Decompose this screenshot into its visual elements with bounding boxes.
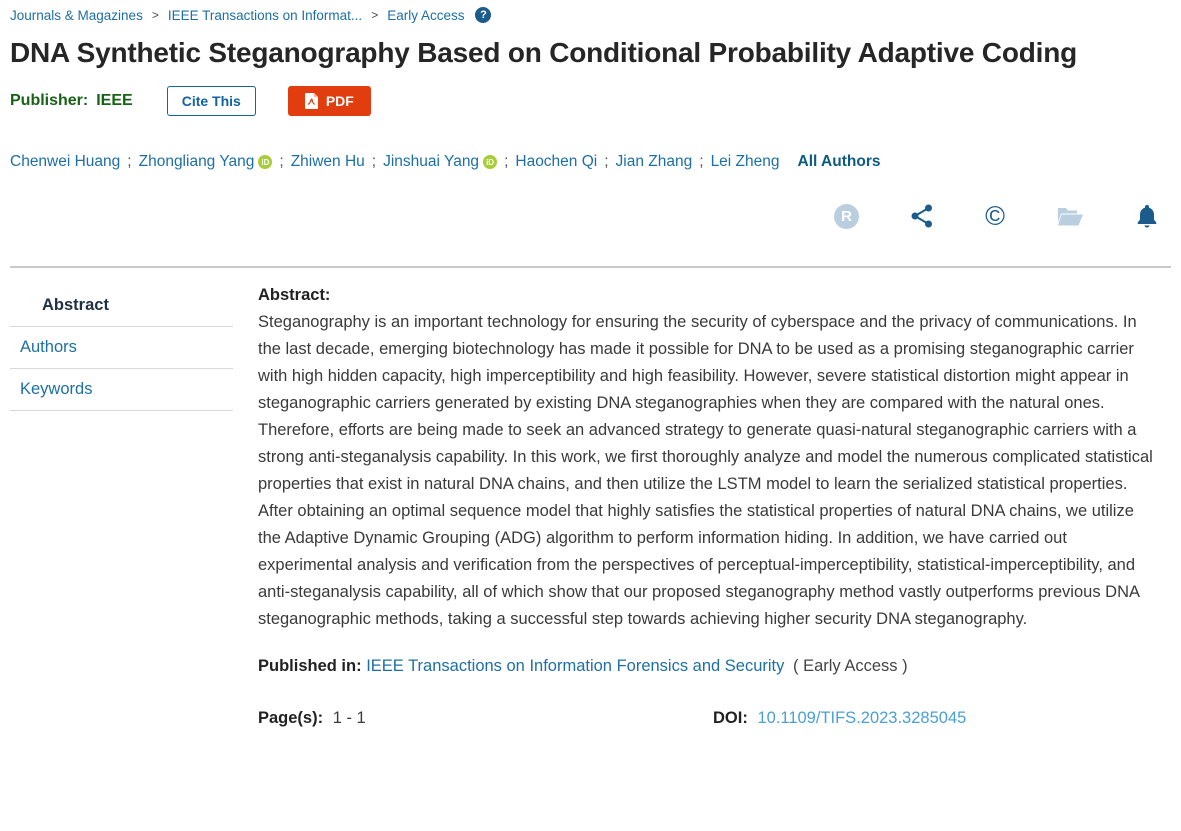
publisher-row: Publisher: IEEE Cite This PDF [10,83,1171,119]
breadcrumb-journal[interactable]: IEEE Transactions on Informat... [167,7,363,23]
content-area: Abstract Authors Keywords Abstract: Steg… [10,268,1171,728]
orcid-icon[interactable]: iD [258,155,273,170]
rights-letter: R [834,203,860,229]
alerts-bell-icon[interactable] [1136,204,1158,229]
orcid-icon[interactable]: iD [483,155,498,170]
author-separator: ; [371,153,377,171]
all-authors-link[interactable]: All Authors [797,153,881,171]
breadcrumb-early-access[interactable]: Early Access [387,7,465,23]
author-link[interactable]: Jian Zhang [615,153,693,171]
article-meta-row: Page(s): 1 - 1 DOI: 10.1109/TIFS.2023.32… [258,709,1161,728]
author-separator: ; [604,153,609,171]
sidebar-item-keywords[interactable]: Keywords [10,369,233,412]
page-title: DNA Synthetic Steganography Based on Con… [10,37,1078,68]
breadcrumb-separator: > [371,8,379,22]
author-link[interactable]: Jinshuai Yang [383,153,480,171]
copyright-icon[interactable]: © [985,200,1005,231]
published-in-row: Published in: IEEE Transactions on Infor… [258,657,1161,676]
breadcrumb: Journals & Magazines > IEEE Transactions… [10,0,1171,23]
publisher-label: Publisher: [10,92,89,110]
pages-label: Page(s): [258,709,324,728]
sidebar-item-authors[interactable]: Authors [10,327,233,370]
doi-link[interactable]: 10.1109/TIFS.2023.3285045 [757,709,967,728]
document-sidebar: Abstract Authors Keywords [10,268,255,412]
publisher-text: Publisher: IEEE [10,92,133,110]
author-link[interactable]: Haochen Qi [515,153,598,171]
pdf-file-icon [304,93,318,110]
author-link[interactable]: Zhongliang Yang [138,153,255,171]
share-icon[interactable] [911,204,933,228]
breadcrumb-journals-magazines[interactable]: Journals & Magazines [10,7,143,23]
author-link[interactable]: Chenwei Huang [10,153,121,171]
early-access-note: ( Early Access ) [792,657,908,676]
pdf-button[interactable]: PDF [287,86,371,117]
article-page: Journals & Magazines > IEEE Transactions… [10,0,1171,728]
abstract-heading: Abstract: [258,286,331,305]
author-link[interactable]: Lei Zheng [710,153,780,171]
author-separator: ; [127,153,132,171]
article-toolbar: R © [10,202,1171,230]
publisher-name: IEEE [96,92,133,110]
doi-label: DOI: [713,709,748,728]
pages-field: Page(s): 1 - 1 [258,709,713,728]
rights-management-icon[interactable]: R [834,203,860,229]
author-separator: ; [279,153,284,171]
open-folder-icon[interactable] [1057,205,1084,227]
author-link[interactable]: Zhiwen Hu [290,153,365,171]
doi-field: DOI: 10.1109/TIFS.2023.3285045 [713,709,966,728]
section-divider [10,266,1171,269]
pdf-button-label: PDF [325,93,354,110]
sidebar-item-abstract[interactable]: Abstract [10,285,233,328]
published-in-label: Published in: [258,657,362,676]
pages-value: 1 - 1 [332,709,366,728]
authors-row: Chenwei Huang ; Zhongliang Yang iD ; Zhi… [10,153,1171,171]
help-icon[interactable]: ? [475,7,492,23]
author-separator: ; [504,153,509,171]
abstract-section: Abstract: Steganography is an important … [255,268,1171,728]
published-in-journal-link[interactable]: IEEE Transactions on Information Forensi… [366,657,785,676]
breadcrumb-separator: > [151,8,159,22]
abstract-text: Steganography is an important technology… [258,313,1153,629]
author-separator: ; [699,153,704,171]
cite-this-button[interactable]: Cite This [166,86,256,117]
